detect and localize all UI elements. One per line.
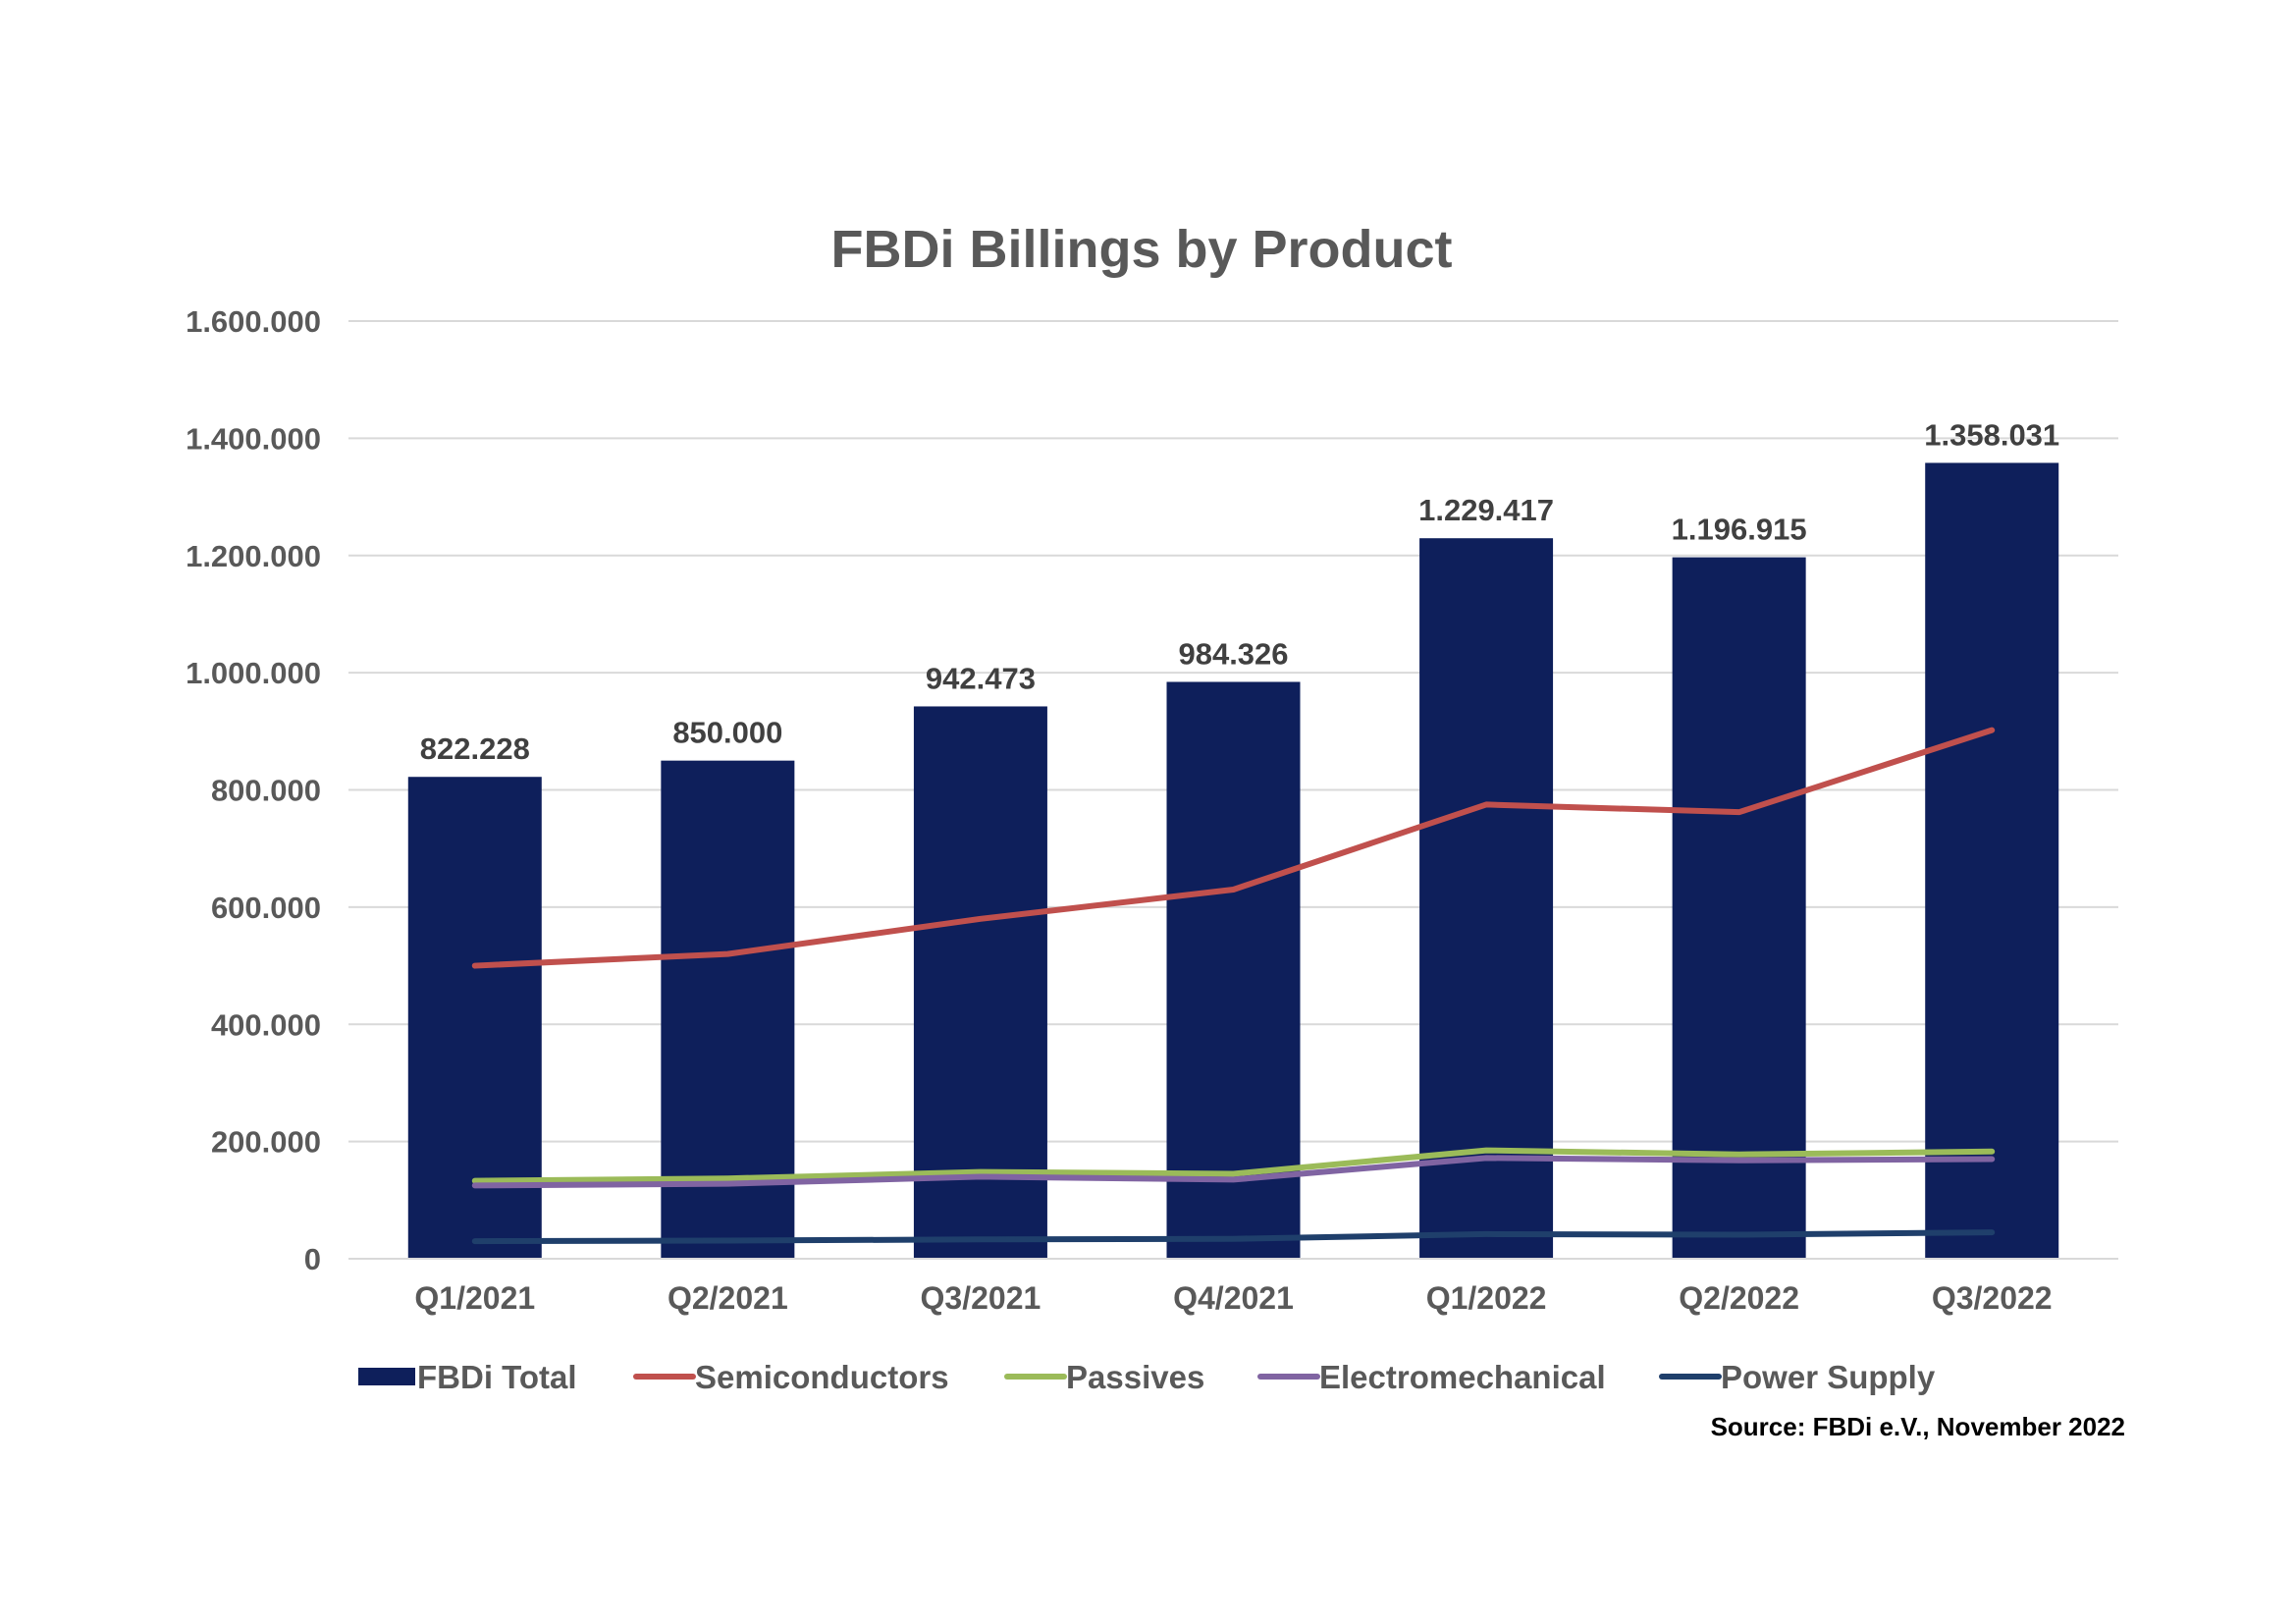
legend-swatch-fbdi-total — [358, 1368, 415, 1385]
y-tick-label: 400.000 — [211, 1007, 321, 1042]
bar-fbdi-total — [1925, 462, 2059, 1259]
data-label: 1.196.915 — [1672, 513, 1807, 547]
bar-fbdi-total — [1672, 557, 1806, 1259]
chart-title: FBDi Billings by Product — [830, 220, 1452, 279]
y-tick-label: 200.000 — [211, 1125, 321, 1160]
data-label: 822.228 — [420, 731, 530, 766]
x-tick-label: Q2/2022 — [1679, 1280, 1799, 1316]
legend: FBDi Total Semiconductors Passives Electrom… — [358, 1359, 1936, 1395]
y-tick-label: 600.000 — [211, 891, 321, 925]
series-lines — [471, 727, 1996, 1245]
bar-data-labels: 822.228 850.000 942.473 984.326 1.229.417 1.1… — [420, 417, 2059, 766]
line-power-supply — [471, 1229, 1996, 1245]
y-tick-label: 0 — [304, 1242, 321, 1276]
data-label: 1.358.031 — [1924, 417, 2059, 452]
source-note: Source: FBDi e.V., November 2022 — [1711, 1412, 2125, 1441]
x-tick-label: Q1/2021 — [414, 1280, 535, 1316]
x-axis-tick-labels: Q1/2021 Q2/2021 Q3/2021 Q4/2021 Q1/2022 Q2/20… — [414, 1280, 2052, 1316]
bar-fbdi-total — [913, 706, 1047, 1259]
y-tick-label: 1.000.000 — [186, 656, 321, 690]
legend-label-semiconductors: Semiconductors — [695, 1359, 949, 1395]
x-tick-label: Q3/2022 — [1932, 1280, 2053, 1316]
bar-fbdi-total — [1166, 681, 1301, 1259]
y-tick-label: 1.600.000 — [186, 304, 321, 339]
data-label: 942.473 — [926, 661, 1036, 695]
data-label: 1.229.417 — [1418, 493, 1554, 527]
line-semiconductors — [471, 727, 1996, 969]
x-tick-label: Q1/2022 — [1426, 1280, 1547, 1316]
legend-label-passives: Passives — [1066, 1359, 1204, 1395]
x-tick-label: Q4/2021 — [1173, 1280, 1294, 1316]
y-tick-label: 800.000 — [211, 774, 321, 808]
bar-fbdi-total — [1419, 538, 1554, 1259]
y-axis-tick-labels: 0 200.000 400.000 600.000 800.000 1.000.000 1.… — [186, 304, 321, 1276]
data-label: 984.326 — [1178, 636, 1288, 671]
line-passives — [471, 1147, 1996, 1184]
legend-label-electromechanical: Electromechanical — [1319, 1359, 1606, 1395]
y-tick-label: 1.400.000 — [186, 421, 321, 456]
y-tick-label: 1.200.000 — [186, 539, 321, 573]
x-tick-label: Q2/2021 — [667, 1280, 788, 1316]
bars — [407, 462, 2059, 1259]
data-label: 850.000 — [672, 716, 782, 750]
line-electromechanical — [471, 1155, 1996, 1189]
legend-label-fbdi-total: FBDi Total — [417, 1359, 577, 1395]
legend-label-power-supply: Power Supply — [1721, 1359, 1936, 1395]
x-tick-label: Q3/2021 — [921, 1280, 1041, 1316]
